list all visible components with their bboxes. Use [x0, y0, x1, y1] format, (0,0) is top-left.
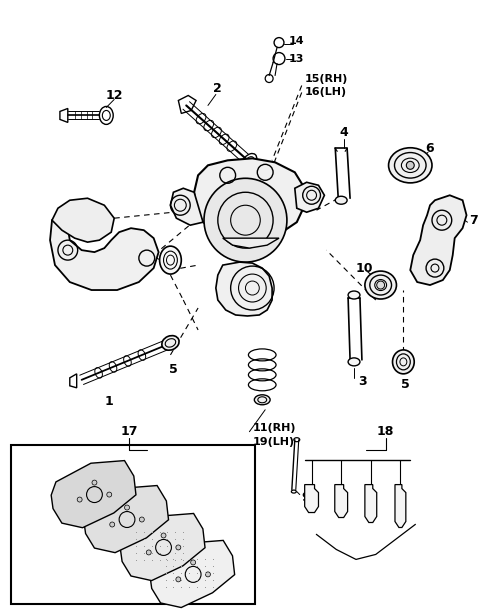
- Polygon shape: [223, 238, 279, 248]
- Text: 4: 4: [340, 126, 348, 139]
- Ellipse shape: [162, 335, 179, 350]
- Polygon shape: [365, 485, 377, 522]
- Text: 14: 14: [289, 35, 305, 46]
- Text: 5: 5: [169, 364, 178, 376]
- Text: 9: 9: [302, 491, 311, 504]
- Circle shape: [124, 505, 130, 510]
- Text: 19(LH): 19(LH): [252, 437, 295, 447]
- Polygon shape: [150, 540, 235, 607]
- Bar: [11, 445, 255, 604]
- Ellipse shape: [348, 358, 360, 366]
- Circle shape: [191, 560, 196, 565]
- Ellipse shape: [389, 148, 432, 183]
- Circle shape: [176, 577, 181, 582]
- Text: 7: 7: [469, 214, 478, 227]
- Circle shape: [161, 533, 166, 538]
- Polygon shape: [194, 158, 305, 240]
- Circle shape: [77, 497, 82, 502]
- Circle shape: [176, 545, 181, 550]
- Ellipse shape: [365, 271, 396, 299]
- Text: 8: 8: [143, 252, 151, 265]
- Polygon shape: [120, 513, 205, 580]
- Polygon shape: [51, 461, 136, 528]
- Text: 2: 2: [214, 82, 222, 95]
- Circle shape: [407, 161, 414, 169]
- Text: 17: 17: [120, 425, 138, 438]
- Text: 16(LH): 16(LH): [305, 87, 347, 98]
- Text: 13: 13: [289, 54, 304, 64]
- Text: 5: 5: [401, 378, 410, 391]
- Polygon shape: [335, 485, 348, 518]
- Circle shape: [377, 281, 384, 289]
- Polygon shape: [295, 182, 324, 212]
- Polygon shape: [170, 188, 203, 225]
- Text: 18: 18: [377, 425, 394, 438]
- Circle shape: [205, 572, 210, 577]
- Ellipse shape: [254, 395, 270, 404]
- Text: 6: 6: [426, 142, 434, 155]
- Text: 11(RH): 11(RH): [252, 423, 296, 433]
- Polygon shape: [305, 485, 319, 513]
- Ellipse shape: [159, 246, 181, 274]
- Circle shape: [107, 492, 112, 497]
- Polygon shape: [50, 218, 158, 290]
- Ellipse shape: [393, 350, 414, 374]
- Polygon shape: [410, 196, 467, 285]
- Ellipse shape: [335, 196, 347, 204]
- Circle shape: [110, 522, 115, 527]
- Circle shape: [92, 480, 97, 485]
- Polygon shape: [52, 198, 114, 242]
- Text: 1: 1: [105, 395, 114, 408]
- Text: 12: 12: [106, 89, 123, 102]
- Circle shape: [204, 178, 287, 262]
- Polygon shape: [84, 486, 168, 553]
- Circle shape: [146, 550, 151, 555]
- Text: 15(RH): 15(RH): [305, 73, 348, 84]
- Polygon shape: [395, 485, 406, 527]
- Text: 3: 3: [358, 375, 367, 389]
- Circle shape: [139, 517, 144, 522]
- Polygon shape: [216, 262, 272, 316]
- Ellipse shape: [348, 291, 360, 299]
- Text: 10: 10: [355, 262, 372, 274]
